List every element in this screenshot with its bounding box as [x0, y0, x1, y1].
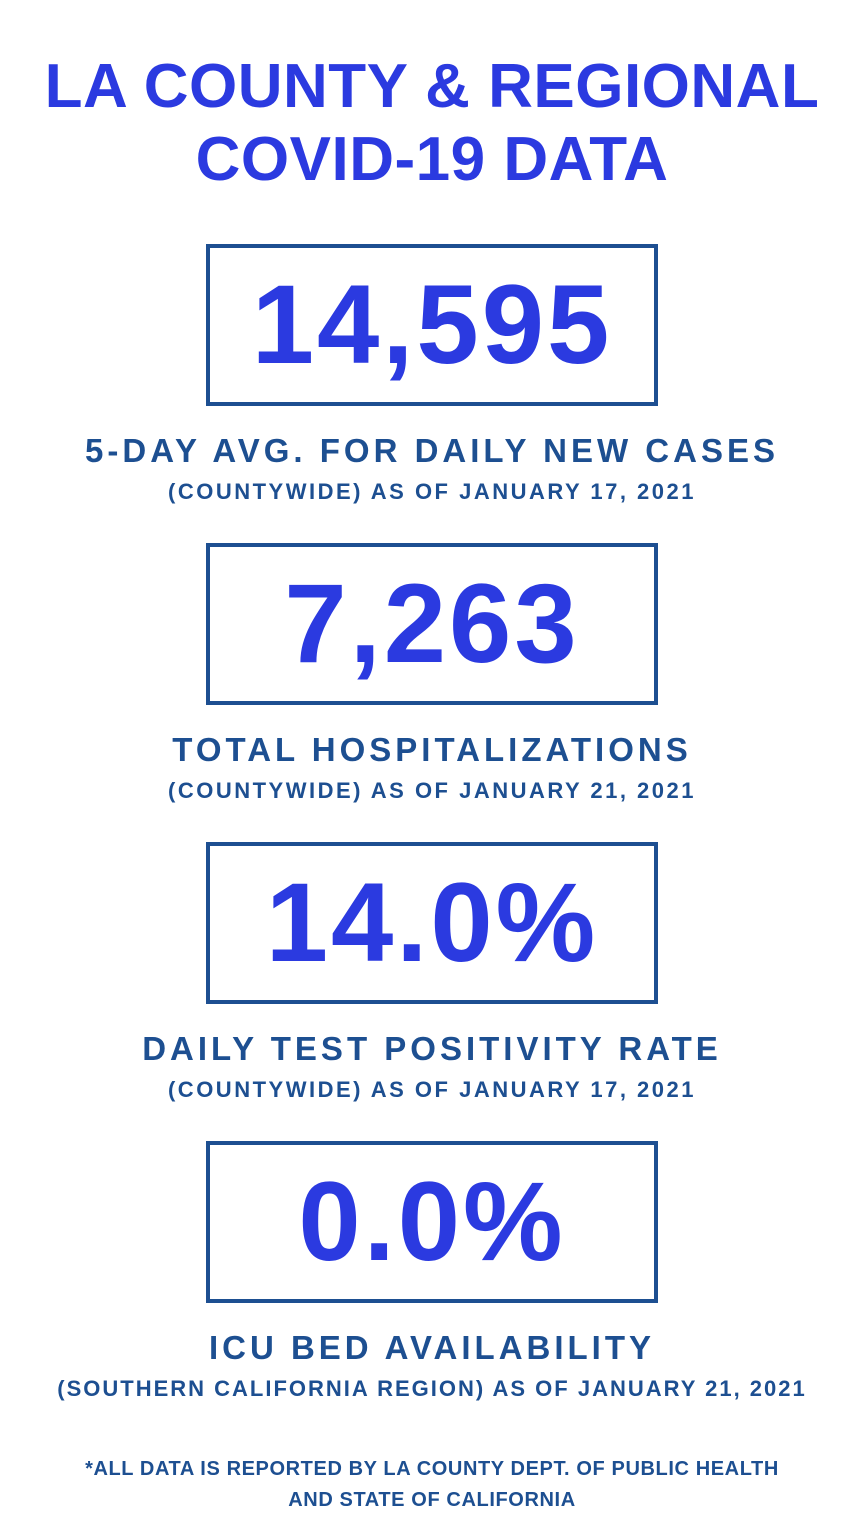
stat-section-test-positivity-rate: 14.0% DAILY TEST POSITIVITY RATE (COUNTY… — [142, 842, 722, 1103]
stat-section-total-hospitalizations: 7,263 TOTAL HOSPITALIZATIONS (COUNTYWIDE… — [168, 543, 696, 804]
stat-sublabel: (COUNTYWIDE) AS OF JANUARY 17, 2021 — [168, 479, 696, 505]
stat-sublabel: (SOUTHERN CALIFORNIA REGION) AS OF JANUA… — [57, 1376, 807, 1402]
stat-label: DAILY TEST POSITIVITY RATE — [142, 1030, 722, 1068]
stat-value: 14.0% — [265, 860, 599, 986]
stat-value-box: 14,595 — [206, 244, 658, 407]
stat-label: ICU BED AVAILABILITY — [208, 1329, 656, 1367]
stat-value: 0.0% — [298, 1159, 566, 1285]
stat-label: 5-DAY AVG. FOR DAILY NEW CASES — [85, 432, 779, 470]
stat-value-box: 7,263 — [206, 543, 658, 706]
stat-value-box: 14.0% — [205, 842, 658, 1005]
stat-section-icu-bed-availability: 0.0% ICU BED AVAILABILITY (SOUTHERN CALI… — [57, 1141, 806, 1402]
stat-sublabel: (COUNTYWIDE) AS OF JANUARY 21, 2021 — [168, 778, 696, 804]
page-title: LA COUNTY & REGIONAL COVID-19 DATA — [45, 50, 820, 196]
stat-value-box: 0.0% — [206, 1141, 658, 1304]
stat-sublabel: (COUNTYWIDE) AS OF JANUARY 17, 2021 — [167, 1077, 696, 1103]
stat-value: 7,263 — [284, 561, 580, 687]
stat-value: 14,595 — [251, 262, 613, 388]
page-title-line-1: LA COUNTY & REGIONAL — [44, 52, 820, 121]
stat-label: TOTAL HOSPITALIZATIONS — [172, 731, 692, 769]
footnote-line-2: AND STATE OF CALIFORNIA — [288, 1489, 576, 1512]
data-source-footnote: *ALL DATA IS REPORTED BY LA COUNTY DEPT.… — [85, 1454, 779, 1516]
footnote-line-1: *ALL DATA IS REPORTED BY LA COUNTY DEPT.… — [85, 1458, 779, 1481]
stat-section-daily-new-cases: 14,595 5-DAY AVG. FOR DAILY NEW CASES (C… — [85, 244, 779, 505]
page-title-line-2: COVID-19 DATA — [195, 125, 669, 195]
